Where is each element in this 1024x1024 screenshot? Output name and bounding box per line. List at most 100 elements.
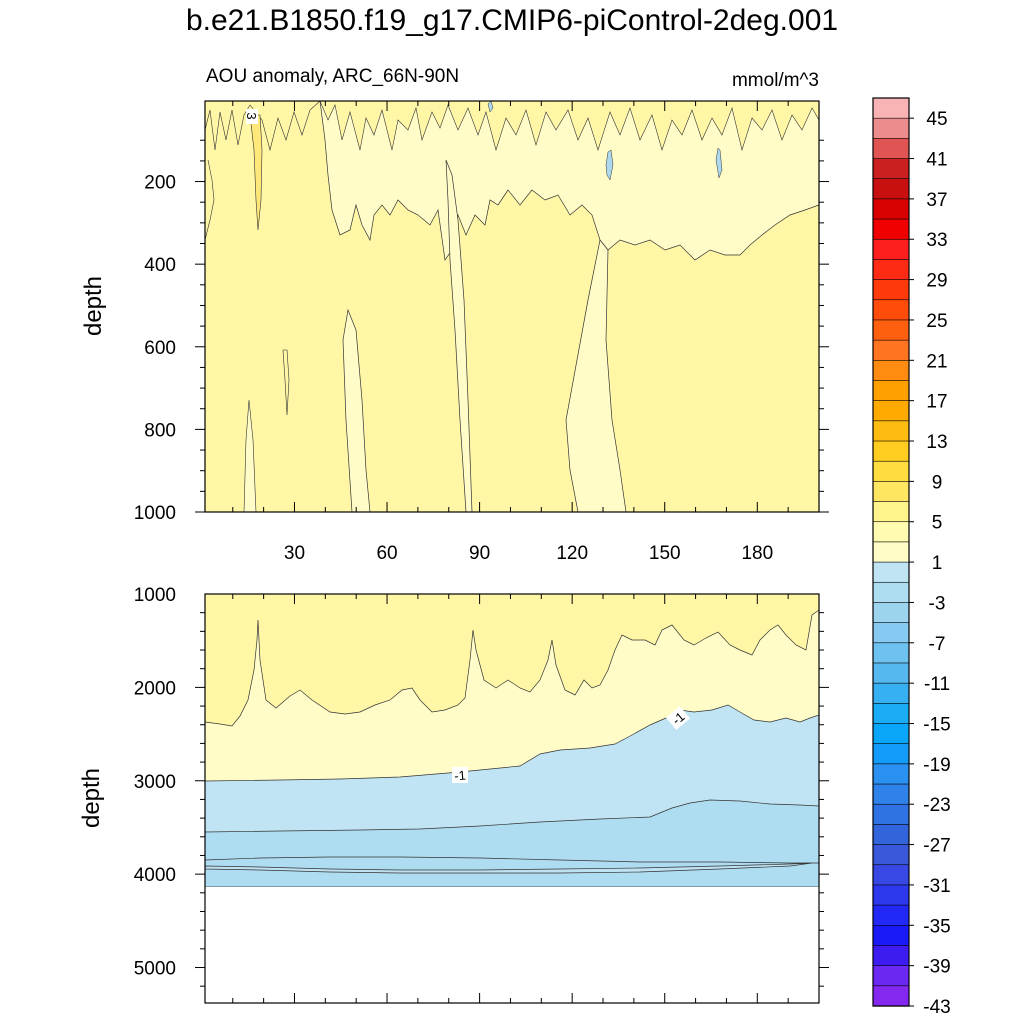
colorbar-swatch	[872, 279, 910, 301]
colorbar-swatch	[872, 703, 910, 725]
upper-contour-label-box	[246, 109, 258, 124]
upper-contour-label: 3	[244, 112, 259, 119]
colorbar-swatch	[872, 440, 910, 462]
upper-x-tick-label: 60	[376, 543, 397, 564]
colorbar-swatch	[872, 218, 910, 240]
upper-column-x50	[342, 308, 371, 512]
colorbar-swatch	[872, 238, 910, 261]
colorbar-swatch	[872, 743, 910, 765]
upper-x-tick-label: 120	[556, 543, 588, 564]
lower-y-tick-label: 5000	[134, 959, 176, 980]
colorbar-swatch	[872, 945, 910, 967]
lower-contour-label-box-b	[665, 706, 691, 730]
colorbar-swatch	[872, 723, 910, 745]
upper-thin-contour	[282, 349, 290, 416]
colorbar-label: -43	[923, 997, 950, 1018]
colorbar-swatch	[872, 904, 910, 926]
colorbar-swatch	[872, 138, 910, 160]
colorbar-label: 21	[926, 351, 947, 372]
colorbar-swatch	[872, 299, 910, 321]
colorbar-swatch	[872, 682, 910, 704]
upper-frame	[204, 100, 820, 513]
lower-y-tick-label: 3000	[134, 772, 176, 793]
colorbar-label: 41	[926, 150, 947, 171]
colorbar-swatch	[872, 501, 910, 523]
upper-x-tick-label: 90	[469, 543, 490, 564]
colorbar-swatch	[872, 884, 910, 906]
upper-y-tick-label: 600	[144, 338, 176, 359]
chart-title: b.e21.B1850.f19_g17.CMIP6-piControl-2deg…	[185, 4, 839, 37]
colorbar-swatch	[872, 763, 910, 785]
colorbar-label: 45	[926, 109, 947, 130]
colorbar-swatch	[872, 965, 910, 987]
colorbar-label: -3	[929, 593, 946, 614]
upper-x-tick-label: 30	[284, 543, 305, 564]
upper-high-streak	[249, 114, 263, 231]
colorbar-label: 17	[926, 392, 947, 413]
colorbar-label: 25	[926, 311, 947, 332]
lower-contour-label-box-a	[452, 767, 468, 783]
colorbar-label: -11	[924, 674, 950, 695]
colorbar-swatch	[872, 521, 910, 543]
upper-negative-patch-a	[605, 149, 614, 181]
colorbar-label: -39	[923, 957, 950, 978]
colorbar-label: -31	[923, 876, 950, 897]
upper-column-x128	[565, 239, 627, 512]
colorbar-swatch	[872, 420, 910, 442]
colorbar-swatch	[872, 319, 910, 341]
colorbar-label: 9	[932, 472, 943, 493]
lower-y-axis-label: depth	[78, 768, 105, 828]
colorbar-swatch	[872, 460, 910, 482]
colorbar-swatch	[872, 541, 910, 563]
colorbar-label: -15	[923, 715, 950, 736]
colorbar-swatch	[872, 662, 910, 684]
colorbar-swatch	[872, 924, 910, 947]
colorbar-label: -23	[923, 795, 950, 816]
upper-column-x82	[445, 159, 473, 512]
upper-negative-patch-c	[487, 101, 494, 113]
colorbar-swatch	[872, 783, 910, 805]
colorbar-frame	[872, 97, 910, 1007]
upper-y-axis: 200 400 600 800 1000	[134, 139, 829, 524]
colorbar-swatch	[872, 803, 910, 826]
upper-shallow-band	[319, 101, 819, 261]
colorbar-swatch	[872, 97, 910, 119]
lower-y-axis: 1000 2000 3000 4000 5000	[134, 585, 829, 987]
colorbar-label: 13	[926, 432, 947, 453]
upper-y-axis-label: depth	[80, 276, 107, 336]
colorbar-label: 33	[926, 230, 947, 251]
upper-x-tick-label: 150	[649, 543, 681, 564]
colorbar-swatch	[872, 259, 910, 281]
colorbar-label: 37	[926, 190, 947, 211]
colorbar-swatch	[872, 198, 910, 220]
upper-x-tick-label: 180	[741, 543, 773, 564]
colorbar-swatch	[872, 642, 910, 664]
upper-zigzag-edge	[319, 101, 819, 152]
panel-right-label: mmol/m^3	[732, 70, 819, 91]
colorbar-swatch	[872, 581, 910, 604]
lower-panel: -1 -1 1000 2000 3000 4000 5000 depth	[78, 585, 829, 1004]
colorbar-label: 1	[932, 553, 943, 574]
lower-missing-region	[205, 887, 819, 1003]
colorbar-swatch	[872, 158, 910, 180]
colorbar-swatch	[872, 985, 910, 1007]
colorbar-swatch	[872, 339, 910, 361]
colorbar-swatch	[872, 117, 910, 139]
colorbar-swatch	[872, 824, 910, 846]
upper-small-lobe	[243, 399, 257, 512]
colorbar-swatch	[872, 178, 910, 200]
lower-y-tick-label: 4000	[134, 865, 176, 886]
colorbar-swatch	[872, 481, 910, 503]
lower-contour-line-a	[205, 856, 819, 864]
colorbar-label: 5	[932, 513, 943, 534]
upper-y-tick-label: 800	[144, 420, 176, 441]
lower-contour-line-b	[205, 862, 813, 874]
colorbar-swatch	[872, 844, 910, 866]
lower-frame	[204, 593, 820, 1004]
colorbar-swatch	[872, 380, 910, 402]
upper-negative-patch-b	[715, 147, 723, 179]
colorbar-label: -7	[929, 634, 946, 655]
colorbar-swatch	[872, 561, 910, 583]
colorbar-swatch	[872, 602, 910, 624]
